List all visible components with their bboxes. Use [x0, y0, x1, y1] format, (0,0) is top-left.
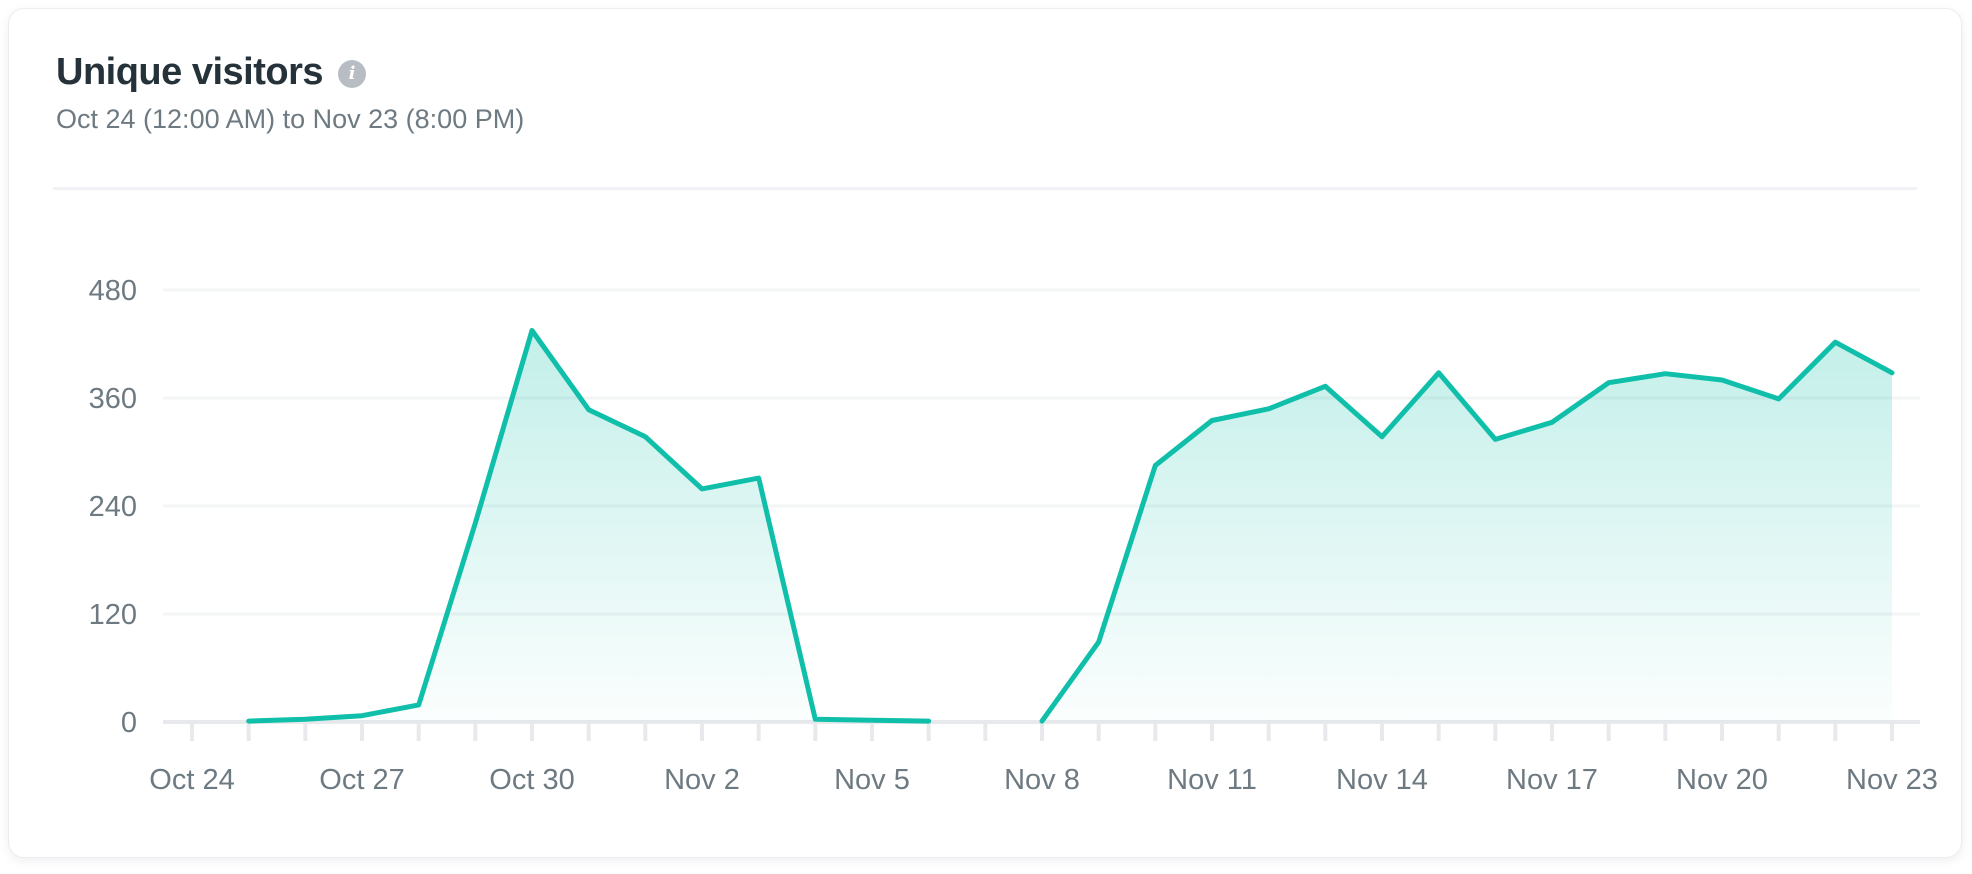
date-range-subtitle: Oct 24 (12:00 AM) to Nov 23 (8:00 PM)	[56, 104, 525, 134]
x-axis-label: Oct 30	[489, 764, 574, 796]
header-divider	[53, 187, 1917, 190]
x-axis-label: Nov 2	[664, 764, 740, 796]
x-axis-label: Oct 24	[149, 764, 234, 796]
x-axis-label: Nov 14	[1336, 764, 1428, 796]
info-icon[interactable]: i	[338, 59, 366, 88]
x-axis-label: Nov 5	[834, 764, 910, 796]
x-axis-labels: Oct 24 Oct 27 Oct 30 Nov 2 Nov 5 Nov 8 Nov 11 N…	[149, 764, 1938, 796]
y-axis-labels: 0 120 240 360 480	[89, 275, 137, 739]
x-axis-label: Nov 17	[1506, 764, 1598, 796]
visitors-line-segment	[1039, 339, 1895, 724]
visitors-area	[248, 330, 1892, 722]
visitors-area-segment	[248, 330, 929, 722]
y-axis-label: 480	[89, 275, 137, 307]
y-axis-label: 240	[89, 491, 137, 523]
card-header: Unique visitors i Oct 24 (12:00 AM) to N…	[56, 51, 524, 135]
visitors-line-segment	[246, 328, 932, 724]
visitors-line	[246, 328, 1895, 724]
y-axis-label: 120	[89, 599, 137, 631]
y-axis-label: 360	[89, 383, 137, 415]
x-axis-label: Nov 23	[1846, 764, 1938, 796]
x-axis-label: Oct 27	[319, 764, 404, 796]
visitors-area-segment	[1042, 342, 1892, 722]
x-axis	[163, 720, 1920, 741]
x-axis-label: Nov 11	[1167, 764, 1257, 796]
x-axis-label: Nov 8	[1004, 764, 1080, 796]
x-axis-label: Nov 20	[1676, 764, 1768, 796]
page-title: Unique visitors	[56, 51, 324, 93]
y-axis-label: 0	[121, 707, 137, 739]
